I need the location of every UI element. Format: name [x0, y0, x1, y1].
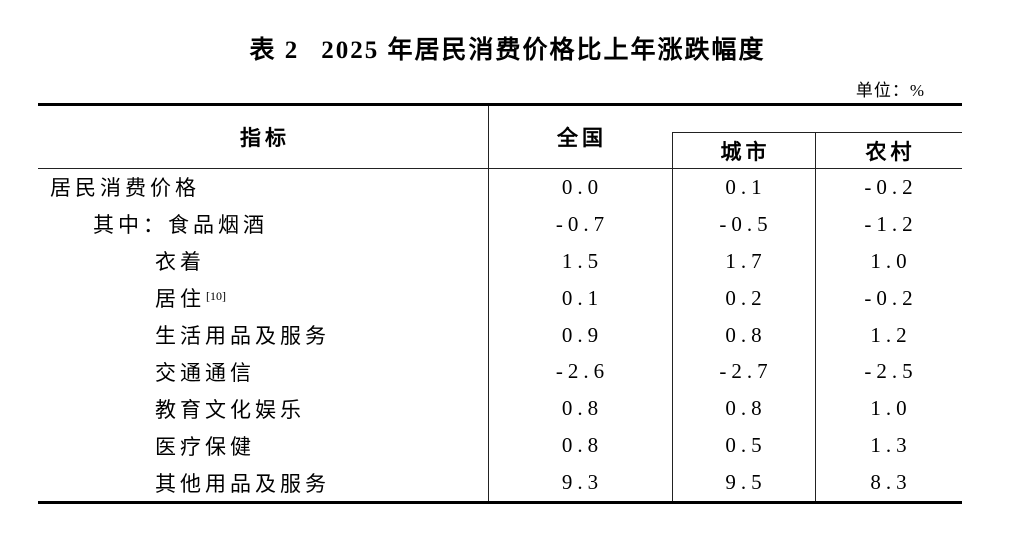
table-number-label: 表 2 [249, 37, 300, 64]
rural-value-cell: 1.3 [870, 433, 912, 458]
rural-value-cell: 1.0 [870, 248, 912, 273]
divider-national-urban [672, 132, 673, 501]
national-value-cell: 0.8 [561, 433, 604, 458]
table-row: 居民消费价格 0.0 0.1 -0.2 [38, 169, 962, 206]
indicator-cell: 交通通信 [155, 360, 255, 385]
column-header-indicator: 指标 [240, 126, 290, 150]
urban-value-cell: -0.5 [719, 211, 773, 236]
national-value-cell: 0.0 [561, 174, 604, 199]
column-header-national: 全国 [557, 126, 607, 150]
urban-value-cell: 0.1 [725, 174, 767, 199]
indicator-cell: 生活用品及服务 [155, 324, 330, 348]
table-row: 其中：食品烟酒 -0.7 -0.5 -1.2 [38, 206, 962, 243]
table-row: 生活用品及服务 0.9 0.8 1.2 [38, 317, 962, 354]
national-value-cell: 0.8 [561, 396, 604, 421]
column-header-rural: 农村 [865, 139, 916, 164]
table-row: 教育文化娱乐 0.8 0.8 1.0 [38, 390, 962, 427]
urban-value-cell: -2.7 [719, 359, 773, 384]
indicator-cell: 居民消费价格 [50, 176, 200, 201]
table-bottom-border [38, 501, 962, 504]
national-value-cell: 1.5 [561, 248, 604, 273]
indicator-cell: 医疗保健 [155, 434, 255, 459]
indicator-cell: 其他用品及服务 [155, 471, 330, 496]
table-row: 衣着 1.5 1.7 1.0 [38, 243, 962, 280]
rural-value-cell: -0.2 [864, 174, 918, 199]
divider-indicator-national [488, 106, 489, 501]
indicator-cell: 居住[10] [155, 287, 226, 312]
urban-value-cell: 0.2 [725, 285, 767, 310]
table-top-border [38, 103, 962, 106]
urban-value-cell: 9.5 [725, 470, 767, 495]
header-bottom-rule [38, 168, 962, 169]
urban-value-cell: 0.5 [725, 433, 767, 458]
table-body: 居民消费价格 0.0 0.1 -0.2 其中：食品烟酒 -0.7 -0.5 -1.2 衣着 1.5… [38, 169, 962, 501]
column-header-urban: 城市 [720, 139, 771, 164]
page-title: 表 2 2025 年居民消费价格比上年涨跌幅度 [0, 30, 1015, 66]
unit-label: 单位：% [855, 81, 925, 100]
table-row: 交通通信 -2.6 -2.7 -2.5 [38, 353, 962, 390]
rural-value-cell: -0.2 [864, 285, 918, 310]
table-title-text: 2025 年居民消费价格比上年涨跌幅度 [321, 37, 766, 64]
table-row: 其他用品及服务 9.3 9.5 8.3 [38, 464, 962, 501]
national-value-cell: 9.3 [561, 470, 604, 495]
table-row: 居住[10] 0.1 0.2 -0.2 [38, 280, 962, 317]
rural-value-cell: -1.2 [864, 211, 918, 236]
cpi-table: 指标 全国 城市 农村 居民消费价格 0.0 0.1 -0.2 其中：食品烟酒 -0.7 -… [38, 103, 962, 504]
national-value-cell: 0.1 [561, 285, 604, 310]
rural-value-cell: 8.3 [870, 470, 912, 495]
rural-value-cell: 1.2 [870, 322, 912, 347]
urban-value-cell: 0.8 [725, 322, 767, 347]
rural-value-cell: 1.0 [870, 396, 912, 421]
indicator-cell: 衣着 [155, 250, 205, 275]
national-value-cell: -2.6 [555, 359, 610, 384]
urban-value-cell: 0.8 [725, 396, 767, 421]
table-row: 医疗保健 0.8 0.5 1.3 [38, 427, 962, 464]
urban-value-cell: 1.7 [725, 248, 767, 273]
divider-urban-rural [815, 132, 816, 501]
footnote-ref: [10] [206, 289, 226, 304]
subheader-top-rule [672, 132, 962, 133]
indicator-cell: 其中：食品烟酒 [93, 213, 268, 238]
indicator-cell: 教育文化娱乐 [155, 397, 305, 422]
national-value-cell: 0.9 [561, 322, 604, 347]
national-value-cell: -0.7 [555, 211, 610, 236]
rural-value-cell: -2.5 [864, 359, 918, 384]
